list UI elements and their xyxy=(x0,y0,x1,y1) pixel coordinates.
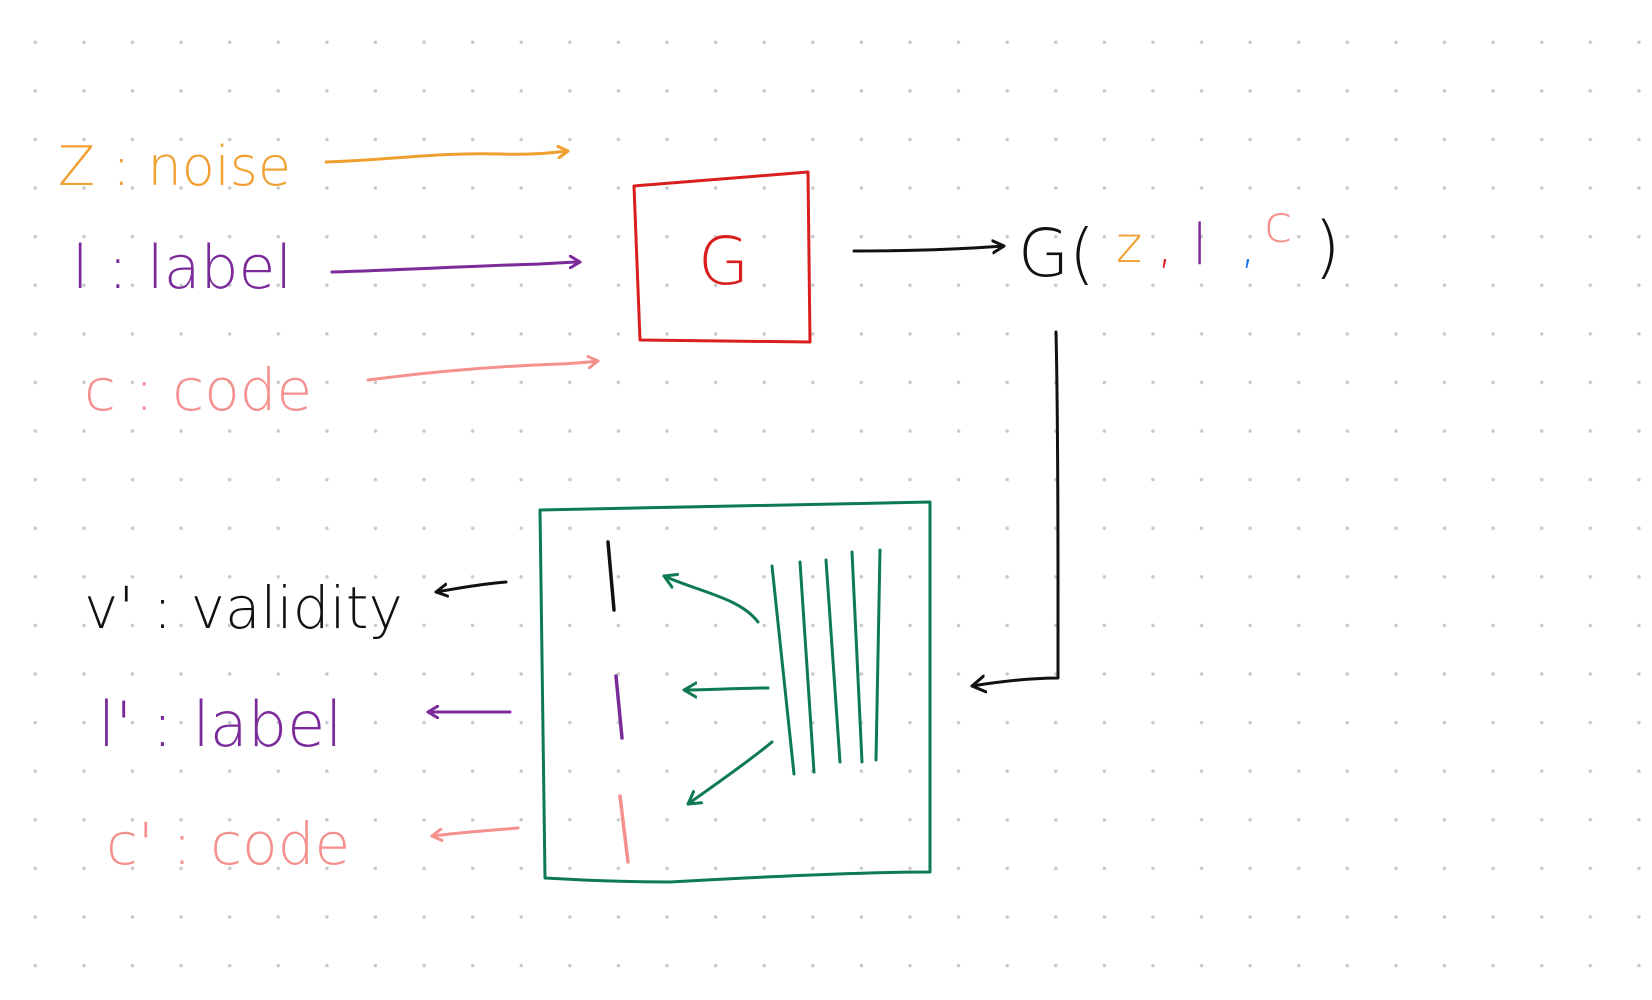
layer-bar xyxy=(824,558,842,764)
arrow-layers-to-validity xyxy=(662,576,760,624)
discriminator-box[interactable] xyxy=(538,500,932,884)
output-z: z xyxy=(1116,216,1142,274)
output-l: l xyxy=(1192,213,1208,278)
output-close-paren: ) xyxy=(1314,208,1341,287)
output-comma-1: , xyxy=(1157,216,1173,274)
arrow-layers-to-code xyxy=(686,740,774,806)
input-label-label: l : label xyxy=(72,233,292,303)
arrow-to-validity xyxy=(434,580,508,592)
arrow-to-code xyxy=(430,826,520,836)
output-code-label: c' : code xyxy=(106,810,350,878)
input-noise-label: Z : noise xyxy=(58,135,291,198)
arrow-noise-to-generator xyxy=(324,151,570,164)
generator-box[interactable] xyxy=(632,170,812,344)
output-c: c xyxy=(1264,195,1293,255)
input-code-label: c : code xyxy=(84,356,312,424)
arrow-output-to-discriminator xyxy=(970,330,1060,686)
generator-label: G xyxy=(698,223,749,300)
output-comma-2: , xyxy=(1240,216,1256,274)
arrow-code-to-generator xyxy=(366,361,600,382)
layer-bar xyxy=(850,550,864,764)
layer-bar xyxy=(874,548,882,762)
layer-bar xyxy=(798,560,816,774)
head-label xyxy=(614,674,624,740)
arrow-generator-to-output xyxy=(852,246,1006,251)
output-function-label: G( xyxy=(1018,215,1095,292)
head-validity xyxy=(606,540,616,612)
arrow-label-to-generator xyxy=(330,262,582,274)
output-label-label: l' : label xyxy=(98,688,343,761)
head-code xyxy=(618,794,630,864)
layer-bar xyxy=(770,564,796,776)
output-validity-label: v' : validity xyxy=(84,574,403,642)
arrow-layers-to-label xyxy=(682,688,770,690)
